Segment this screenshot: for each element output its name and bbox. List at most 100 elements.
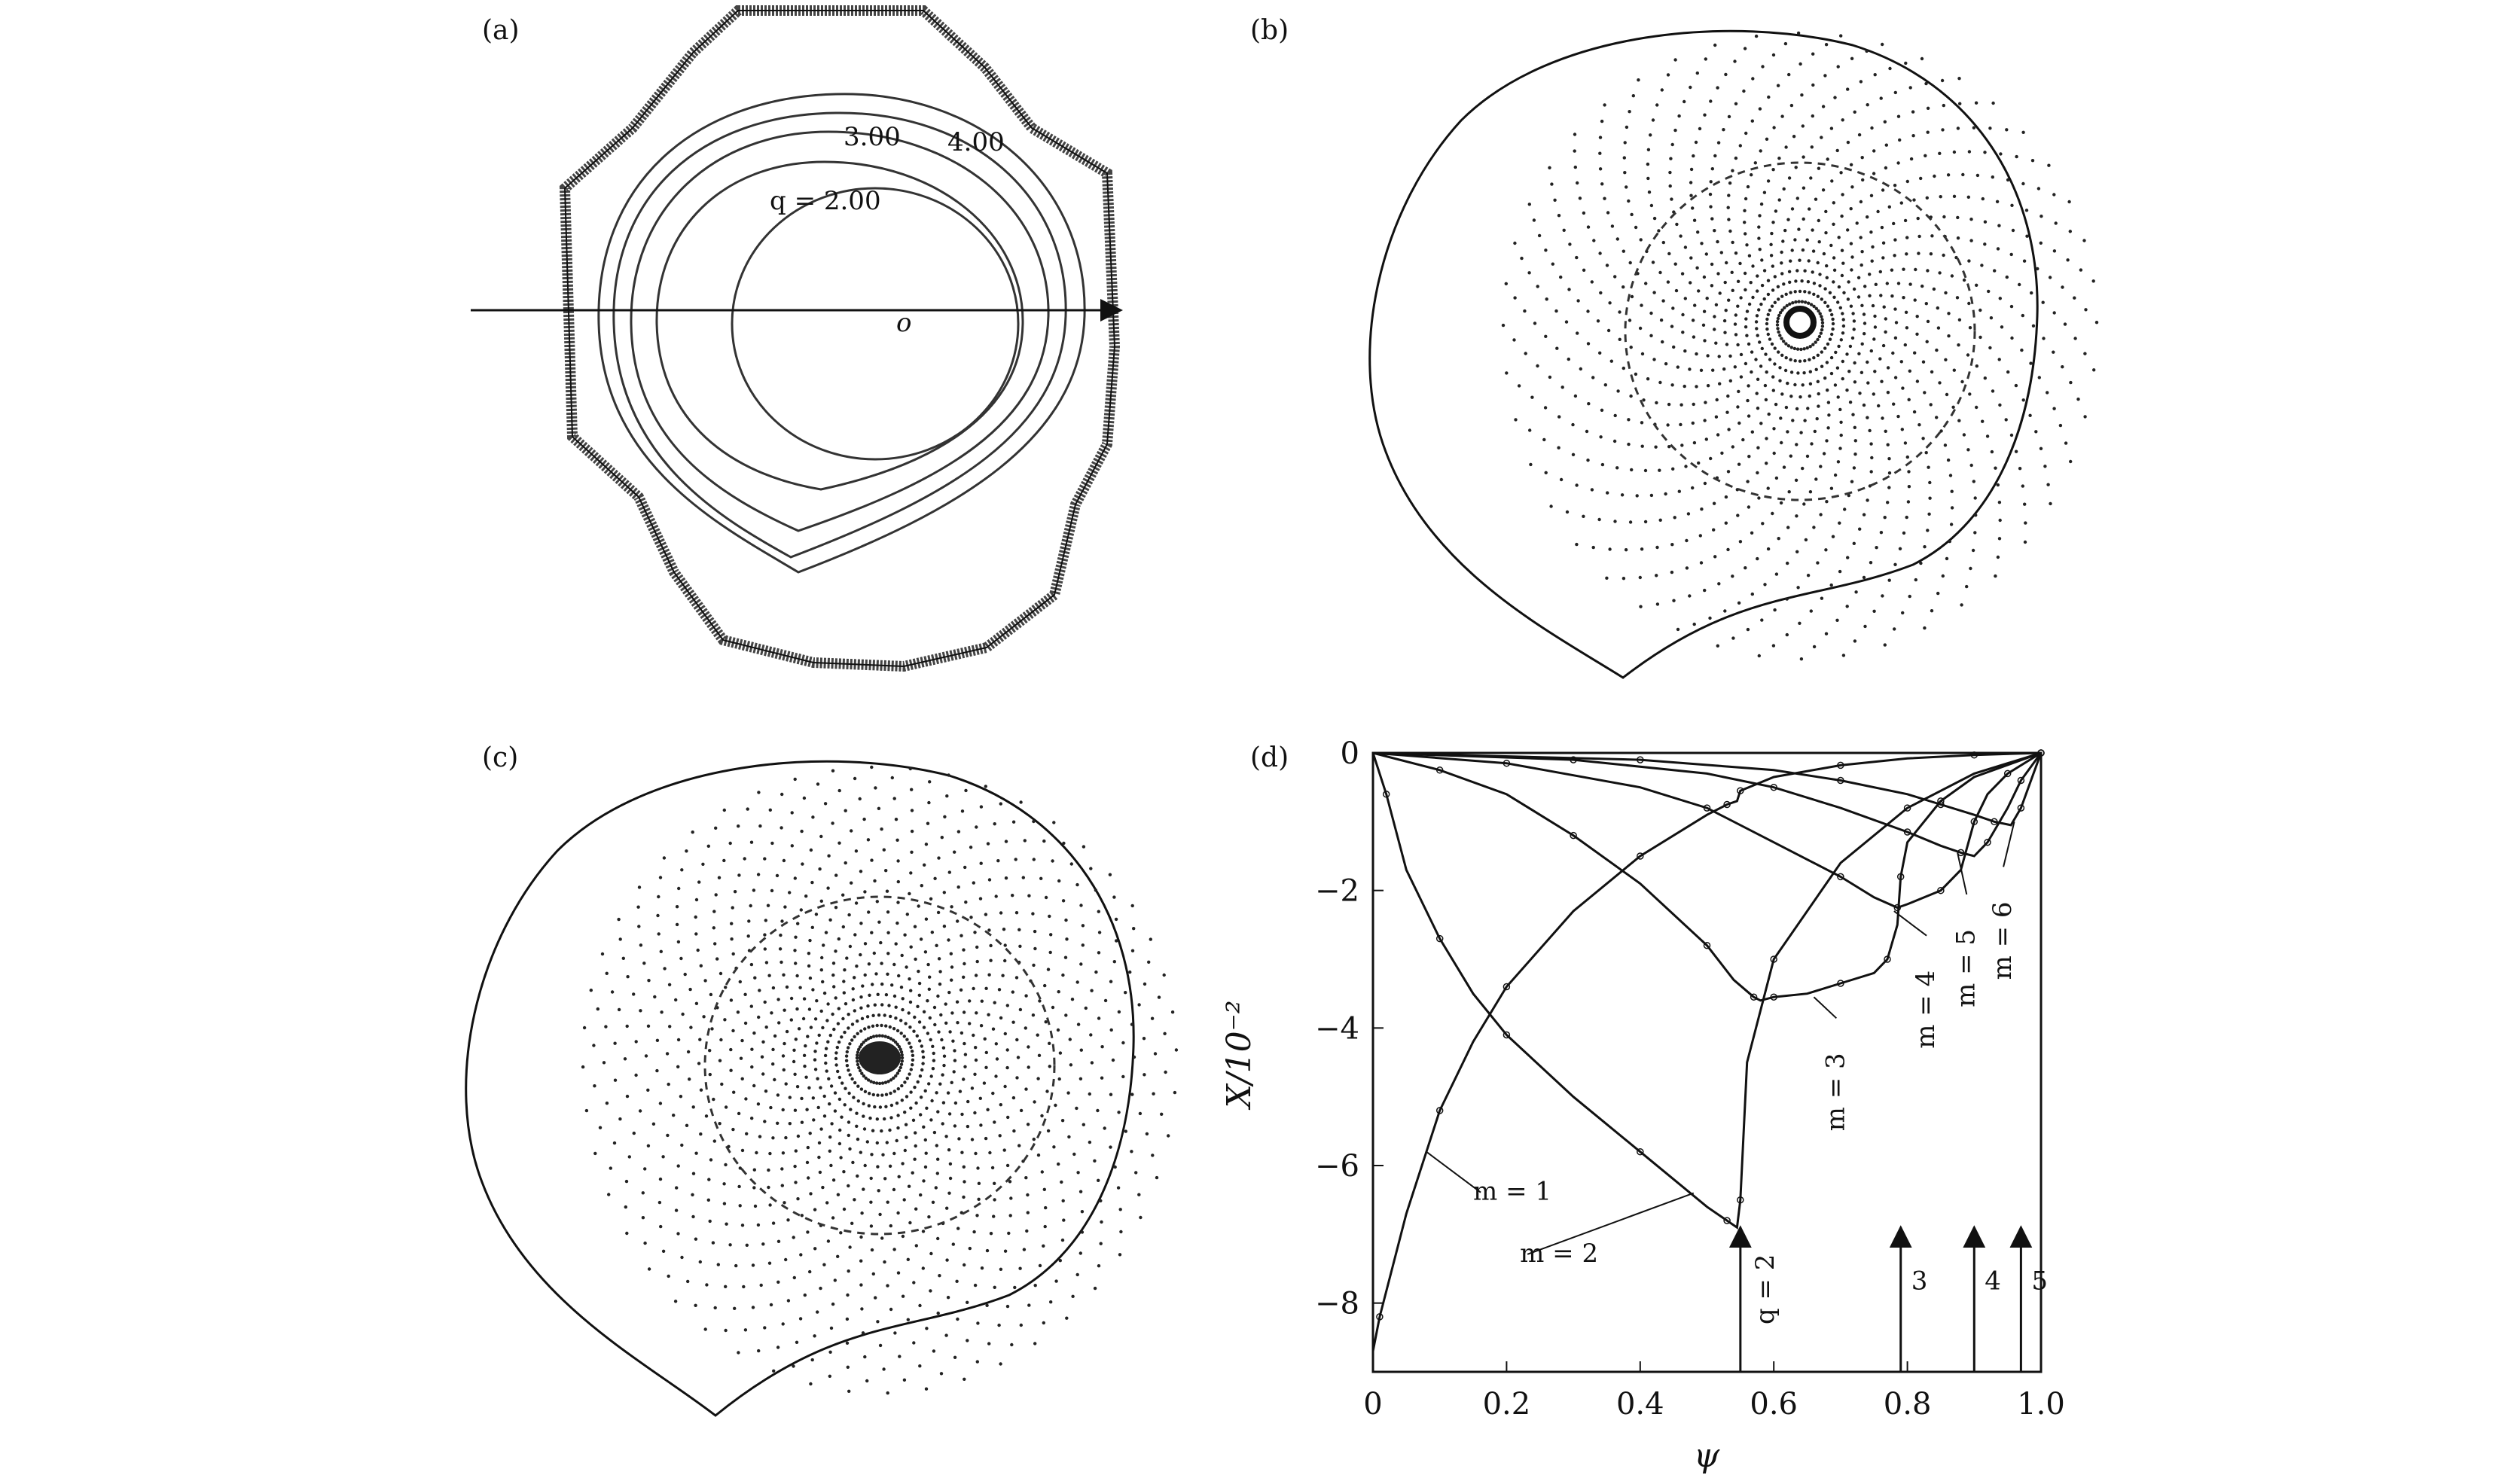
- mode-dot: [874, 1034, 879, 1038]
- mode-dot: [1623, 171, 1627, 175]
- mode-dot: [1010, 1342, 1014, 1347]
- mode-dot: [862, 1114, 865, 1118]
- mode-dot: [1044, 1205, 1048, 1210]
- mode-dot: [968, 1022, 972, 1025]
- mode-dot: [1706, 354, 1710, 358]
- mode-dot: [922, 1179, 926, 1183]
- mode-dot: [1784, 292, 1788, 296]
- mode-dot: [1951, 405, 1955, 409]
- mode-dot: [1825, 439, 1829, 443]
- mode-dot: [1736, 279, 1741, 283]
- mode-dot: [882, 848, 886, 852]
- mode-dot: [1545, 297, 1548, 301]
- series-line-m2: [1371, 751, 2042, 1230]
- mode-dot: [853, 776, 857, 781]
- mode-dot: [712, 910, 716, 913]
- mode-dot: [1661, 340, 1664, 344]
- mode-dot: [1924, 451, 1928, 455]
- mode-dot: [1627, 442, 1631, 446]
- mode-dot: [1071, 1294, 1075, 1299]
- mode-dot: [1926, 319, 1930, 324]
- mode-dot: [763, 857, 767, 861]
- mode-dot: [1786, 344, 1791, 348]
- mode-dot: [860, 1071, 864, 1075]
- mode-dot: [910, 829, 914, 833]
- mode-dot: [1857, 133, 1862, 137]
- mode-dot: [997, 1323, 1001, 1327]
- mode-dot: [1766, 279, 1771, 282]
- mode-dot: [1536, 285, 1539, 288]
- mode-dot: [1901, 611, 1905, 615]
- mode-dot: [901, 1294, 905, 1298]
- mode-dot: [1712, 528, 1716, 532]
- mode-dot: [1893, 254, 1896, 258]
- mode-dot: [955, 1000, 959, 1004]
- mode-dot: [963, 1065, 967, 1069]
- mode-dot: [848, 1147, 852, 1151]
- mode-dot: [1826, 304, 1830, 308]
- mode-dot: [1596, 319, 1600, 323]
- mode-dot: [883, 1080, 888, 1084]
- mode-dot: [1033, 929, 1037, 934]
- mode-dot: [2000, 325, 2004, 329]
- mode-dot: [850, 1038, 854, 1042]
- mode-dot: [1512, 338, 1516, 342]
- mode-dot: [910, 788, 914, 791]
- mode-dot: [1787, 490, 1791, 494]
- mode-dot: [770, 1011, 773, 1015]
- mode-dot: [999, 1267, 1003, 1272]
- mode-dot: [1017, 928, 1021, 932]
- mode-dot: [763, 947, 767, 951]
- mode-dot: [2049, 501, 2052, 506]
- mode-dot: [1890, 294, 1894, 298]
- mode-dot: [666, 1133, 670, 1138]
- mode-dot: [979, 1123, 983, 1127]
- mode-dot: [767, 974, 771, 977]
- mode-dot: [1772, 126, 1776, 130]
- mode-dot: [1950, 489, 1954, 493]
- mode-dot: [841, 1016, 845, 1021]
- mode-dot: [1544, 334, 1548, 338]
- mode-dot: [1893, 184, 1897, 187]
- mode-dot: [691, 1193, 694, 1197]
- mode-dot: [948, 1162, 953, 1166]
- mode-dot: [722, 1202, 727, 1205]
- mode-dot: [658, 876, 663, 879]
- mode-dot: [1830, 312, 1834, 317]
- mode-dot: [1826, 157, 1829, 161]
- mode-dot: [686, 1279, 690, 1284]
- mode-dot: [2022, 259, 2027, 263]
- mode-dot: [2009, 304, 2014, 309]
- mode-dot: [1808, 490, 1813, 494]
- mode-dot: [1590, 280, 1594, 284]
- mode-dot: [1033, 1284, 1037, 1288]
- mode-dot: [638, 1109, 642, 1113]
- mode-dot: [1048, 1065, 1052, 1068]
- mode-dot: [1950, 506, 1954, 510]
- mode-dot: [824, 1061, 828, 1065]
- mode-dot: [2005, 128, 2009, 132]
- mode-dot: [1099, 1199, 1103, 1203]
- mode-dot: [1067, 1135, 1071, 1139]
- mode-dot: [1557, 214, 1561, 218]
- mode-dot: [872, 1080, 876, 1085]
- mode-dot: [847, 1013, 850, 1016]
- mode-dot: [1769, 242, 1773, 246]
- mode-dot: [2029, 361, 2033, 365]
- mode-dot: [944, 1135, 948, 1138]
- mode-dot: [1947, 334, 1951, 338]
- mode-dot: [923, 1089, 927, 1093]
- mode-dot: [1975, 405, 1978, 410]
- mode-dot: [919, 937, 923, 941]
- mode-dot: [956, 1317, 959, 1321]
- mode-dot: [834, 1056, 838, 1061]
- mode-dot: [1906, 500, 1911, 504]
- mode-dot: [906, 1257, 911, 1262]
- mode-dot: [1591, 545, 1595, 550]
- mode-dot: [1713, 328, 1716, 331]
- mode-dot: [1513, 241, 1517, 245]
- mode-dot: [802, 1053, 807, 1058]
- mode-dot: [1994, 574, 1997, 578]
- mode-dot: [1634, 225, 1638, 230]
- mode-dot: [1747, 254, 1752, 258]
